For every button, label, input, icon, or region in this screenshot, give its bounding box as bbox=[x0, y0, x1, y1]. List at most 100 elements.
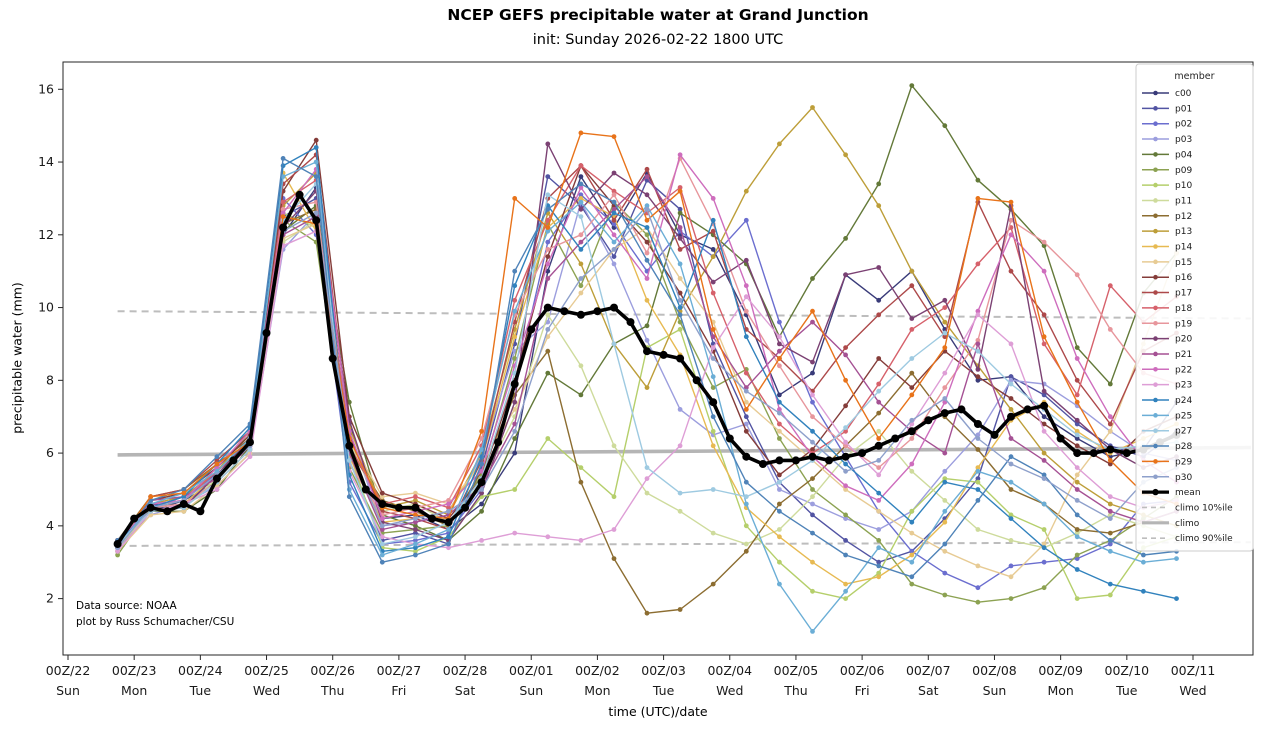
x-tick-label-utc: 00Z/23 bbox=[112, 663, 157, 678]
legend-label: p19 bbox=[1175, 319, 1192, 329]
x-tick-label-utc: 00Z/02 bbox=[575, 663, 620, 678]
legend-entry-p09: p09 bbox=[1142, 166, 1192, 176]
legend-entry-p30: p30 bbox=[1142, 473, 1192, 483]
x-tick-label-utc: 00Z/07 bbox=[906, 663, 951, 678]
x-tick-label-utc: 00Z/26 bbox=[310, 663, 355, 678]
x-tick-label-utc: 00Z/03 bbox=[641, 663, 686, 678]
series-p04 bbox=[115, 83, 1179, 554]
legend-entry-p20: p20 bbox=[1142, 335, 1192, 345]
legend-label: p02 bbox=[1175, 120, 1192, 130]
legend-label: climo bbox=[1175, 519, 1200, 529]
legend-entry-mean: mean bbox=[1142, 488, 1201, 498]
x-tick-label-utc: 00Z/05 bbox=[774, 663, 819, 678]
source-annotation: Data source: NOAA plot by Russ Schumache… bbox=[76, 598, 234, 630]
legend-label: p12 bbox=[1175, 212, 1192, 222]
climo-line bbox=[117, 445, 1251, 457]
legend-entry-p13: p13 bbox=[1142, 227, 1192, 237]
legend-entry-p25: p25 bbox=[1142, 411, 1192, 421]
legend-label: p20 bbox=[1175, 335, 1192, 345]
legend-entry-climo-10-ile: climo 10%ile bbox=[1142, 503, 1233, 513]
legend-label: p16 bbox=[1175, 273, 1192, 283]
legend-entry-p19: p19 bbox=[1142, 319, 1192, 329]
y-tick-label: 14 bbox=[38, 154, 54, 169]
x-axis-label: time (UTC)/date bbox=[608, 704, 708, 719]
y-tick-label: 16 bbox=[38, 81, 54, 96]
legend-label: p25 bbox=[1175, 411, 1192, 421]
annotation-line1: Data source: NOAA bbox=[76, 600, 177, 612]
legend-label: p13 bbox=[1175, 227, 1192, 237]
legend-entry-p22: p22 bbox=[1142, 365, 1192, 375]
legend-label: mean bbox=[1175, 488, 1201, 498]
legend-title: member bbox=[1174, 71, 1214, 82]
legend-label: climo 10%ile bbox=[1175, 503, 1233, 513]
x-tick-label-day: Mon bbox=[121, 683, 147, 698]
x-tick-label-utc: 00Z/01 bbox=[509, 663, 554, 678]
x-tick-label-utc: 00Z/08 bbox=[972, 663, 1017, 678]
x-axis: 00Z/22 Sun 00Z/23 Mon 00Z/24 Tue 00Z/25 Wed 00Z/… bbox=[46, 655, 1215, 698]
annotation-line2: plot by Russ Schumacher/CSU bbox=[76, 616, 235, 628]
legend-label: c00 bbox=[1175, 89, 1192, 99]
x-tick-label-utc: 00Z/27 bbox=[377, 663, 422, 678]
x-tick-label-utc: 00Z/06 bbox=[840, 663, 885, 678]
x-tick-label-day: Tue bbox=[189, 683, 212, 698]
x-tick-label-day: Tue bbox=[1115, 683, 1138, 698]
legend-label: p29 bbox=[1175, 457, 1192, 467]
legend-entry-climo-90-ile: climo 90%ile bbox=[1142, 534, 1233, 544]
legend-entry-p27: p27 bbox=[1142, 427, 1192, 437]
y-tick-label: 2 bbox=[46, 591, 54, 606]
x-tick-label-day: Sat bbox=[455, 683, 476, 698]
y-tick-label: 10 bbox=[38, 300, 54, 315]
legend-label: p23 bbox=[1175, 381, 1192, 391]
x-tick-label-day: Wed bbox=[253, 683, 280, 698]
x-tick-label-day: Fri bbox=[391, 683, 406, 698]
legend-entry-p17: p17 bbox=[1142, 289, 1192, 299]
legend-label: p03 bbox=[1175, 135, 1192, 145]
legend-label: p30 bbox=[1175, 473, 1192, 483]
legend-label: p10 bbox=[1175, 181, 1192, 191]
legend-label: p15 bbox=[1175, 258, 1192, 268]
legend-entry-p03: p03 bbox=[1142, 135, 1192, 145]
legend-entry-climo: climo bbox=[1142, 519, 1200, 529]
legend-entry-p18: p18 bbox=[1142, 304, 1192, 314]
legend-label: p01 bbox=[1175, 104, 1192, 114]
chart-title: NCEP GEFS precipitable water at Grand Ju… bbox=[447, 6, 869, 24]
legend-label: p14 bbox=[1175, 243, 1192, 253]
legend-entry-p02: p02 bbox=[1142, 120, 1192, 130]
legend-label: p18 bbox=[1175, 304, 1192, 314]
x-tick-label-utc: 00Z/28 bbox=[443, 663, 488, 678]
series-p28 bbox=[115, 156, 1179, 580]
x-tick-label-day: Thu bbox=[320, 683, 344, 698]
legend-entry-p12: p12 bbox=[1142, 212, 1192, 222]
y-axis-label: precipitable water (mm) bbox=[9, 282, 25, 434]
legend-label: p11 bbox=[1175, 196, 1192, 206]
x-tick-label-utc: 00Z/09 bbox=[1038, 663, 1083, 678]
x-tick-label-day: Mon bbox=[1047, 683, 1073, 698]
legend-label: climo 90%ile bbox=[1175, 534, 1233, 544]
x-tick-label-day: Sun bbox=[983, 683, 1007, 698]
legend-label: p21 bbox=[1175, 350, 1192, 360]
x-tick-label-utc: 00Z/10 bbox=[1105, 663, 1150, 678]
legend-entry-p29: p29 bbox=[1142, 457, 1192, 467]
y-tick-label: 6 bbox=[46, 445, 54, 460]
x-tick-label-utc: 00Z/04 bbox=[707, 663, 752, 678]
y-tick-label: 12 bbox=[38, 227, 54, 242]
legend-label: p28 bbox=[1175, 442, 1192, 452]
x-tick-label-day: Wed bbox=[716, 683, 743, 698]
legend-entry-p10: p10 bbox=[1142, 181, 1192, 191]
climo-10pct-line bbox=[117, 541, 1251, 547]
y-tick-label: 4 bbox=[46, 518, 54, 533]
legend-entry-p16: p16 bbox=[1142, 273, 1192, 283]
x-tick-label-utc: 00Z/24 bbox=[178, 663, 223, 678]
series-p23 bbox=[115, 228, 1179, 554]
legend-label: p22 bbox=[1175, 365, 1192, 375]
y-tick-label: 8 bbox=[46, 372, 54, 387]
x-tick-label-utc: 00Z/25 bbox=[244, 663, 289, 678]
legend-entry-p14: p14 bbox=[1142, 243, 1192, 253]
legend-label: p04 bbox=[1175, 150, 1192, 160]
legend-entry-p28: p28 bbox=[1142, 442, 1192, 452]
x-tick-label-day: Mon bbox=[584, 683, 610, 698]
legend-entry-p15: p15 bbox=[1142, 258, 1192, 268]
plot-border bbox=[62, 61, 1254, 656]
